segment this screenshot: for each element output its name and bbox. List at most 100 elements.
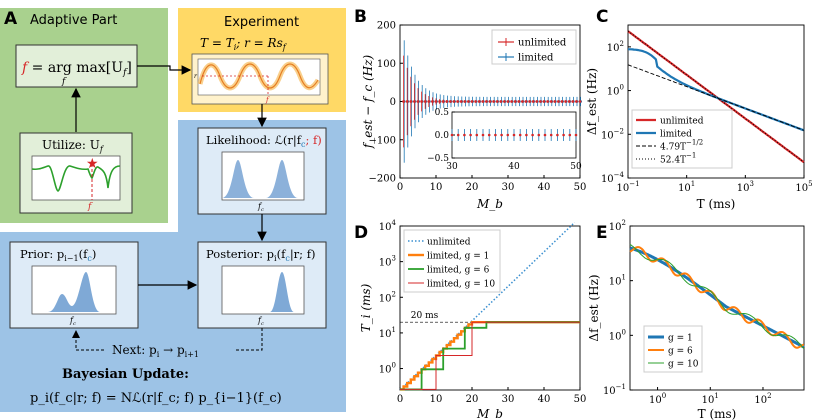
chart-b-point-unlimited <box>528 100 531 103</box>
chart-b-ytick-label: −100 <box>369 135 396 146</box>
chart-c-xtick-label: 105 <box>795 180 812 194</box>
chart-c-xtick-label: 10−1 <box>616 180 639 194</box>
chart-d-line-g10 <box>400 321 580 390</box>
chart-e-xtick-label: 102 <box>754 392 771 406</box>
chart-e-ytick-label: 10−1 <box>603 383 626 397</box>
chart-b-inset-point <box>562 133 565 137</box>
experiment-title: Experiment <box>224 15 299 30</box>
chart-d-frame <box>399 225 581 391</box>
chart-d-ytick-label: 104 <box>379 219 397 233</box>
chart-b-point-unlimited <box>499 100 503 103</box>
experiment-f-axis: f <box>265 96 270 104</box>
chart-b-point-unlimited <box>546 100 549 103</box>
chart-b-xtick-label: 40 <box>538 182 551 193</box>
chart-b-point-unlimited <box>485 100 488 103</box>
chart-b-point-unlimited <box>402 100 405 103</box>
bayes-equation: p_i(f_c|r; f) = Nℒ(r|f_c; f) p_{i−1}(f_c… <box>30 391 282 406</box>
chart-e-frame <box>629 225 805 391</box>
chart-b-inset-point <box>469 133 472 137</box>
chart-e-line-g6 <box>629 246 805 349</box>
chart-b-point-unlimited <box>510 100 513 103</box>
chart-e-xtick-label: 100 <box>649 392 666 406</box>
chart-b-point-unlimited <box>449 100 452 103</box>
chart-b-inset-point <box>549 133 553 137</box>
utility-max-star-icon: ★ <box>86 156 99 172</box>
arrow-argmax-to-experiment <box>137 65 192 75</box>
panel-a: A Adaptive Part f = arg max[Uf] f Utiliz… <box>0 8 346 412</box>
likelihood-curve <box>222 160 298 198</box>
chart-c: 10−1 101 103 105 102 100 10−2 10−4 T (ms) Δf_est … <box>585 24 813 211</box>
chart-c-line-fit-sqrt <box>627 64 805 131</box>
chart-e-xtick-label: 101 <box>702 392 719 406</box>
adaptive-title: Adaptive Part <box>30 13 117 28</box>
panel-d-letter: D <box>354 223 368 243</box>
chart-d-legend-label: limited, g = 1 <box>427 252 489 262</box>
chart-b-inset-point <box>568 133 572 137</box>
chart-b-xtick-label: 30 <box>502 182 515 193</box>
chart-c-legend-label: 52.4T−1 <box>660 152 696 166</box>
chart-d-xtick-label: 40 <box>538 394 551 405</box>
posterior-label: Posterior: pi(fc|r; f) <box>206 247 315 263</box>
chart-b-inset-point <box>537 133 541 137</box>
chart-b-point-unlimited <box>535 100 539 103</box>
chart-c-ytick-label: 10−2 <box>601 127 624 141</box>
chart-d-cap-annotation: 20 ms <box>411 311 439 321</box>
chart-b-point-unlimited <box>420 100 423 103</box>
chart-b-xlabel: M_b <box>476 197 503 211</box>
chart-b-point-unlimited <box>517 100 521 103</box>
chart-b-point-unlimited <box>524 100 528 103</box>
chart-b-ytick-label: 100 <box>377 59 396 70</box>
chart-d-xtick-label: 20 <box>466 394 479 405</box>
chart-b-inset-xtick: 50 <box>570 162 582 172</box>
prior-label: Prior: pi−1(fc) <box>20 247 96 263</box>
chart-b-xtick-label: 10 <box>430 182 443 193</box>
chart-d-legend-label: unlimited <box>427 238 471 248</box>
chart-b-point-unlimited <box>474 100 477 103</box>
chart-b-xtick-label: 20 <box>466 182 479 193</box>
chart-c-frame <box>627 24 805 179</box>
chart-b-legend-label-limited: limited <box>518 53 554 64</box>
chart-b-inset-point <box>463 133 466 137</box>
utilize-label: Utilize: Uf <box>42 138 105 154</box>
chart-b-point-unlimited <box>503 100 506 103</box>
chart-c-ytick-label: 100 <box>607 84 624 98</box>
chart-c-xlabel: T (ms) <box>697 197 736 211</box>
chart-c-legend-label: 4.79T−1/2 <box>660 139 703 153</box>
chart-d-ytick-label: 103 <box>379 255 396 269</box>
chart-d-line-g1 <box>400 321 580 391</box>
chart-b-point-unlimited <box>470 100 474 103</box>
chart-b-inset-ytick: 0.5 <box>435 108 450 118</box>
chart-b-inset-point <box>525 133 528 137</box>
chart-b-inset-point <box>556 133 559 137</box>
chart-b-point-unlimited <box>549 100 553 103</box>
chart-d-xtick-label: 10 <box>430 394 443 405</box>
chart-b-point-unlimited <box>438 100 441 103</box>
chart-b-point-unlimited <box>467 100 470 103</box>
chart-d-xtick-label: 50 <box>574 394 587 405</box>
chart-b-inset-xtick: 40 <box>508 162 520 172</box>
chart-d-xlabel: M_b <box>476 407 503 420</box>
chart-b-point-unlimited <box>513 100 517 103</box>
chart-b-point-unlimited <box>564 100 567 103</box>
chart-d: 0 10 20 30 40 50 104 103 102 101 100 M_b T_i (ms) 20 … <box>359 219 586 420</box>
chart-b-inset-point <box>487 133 491 137</box>
chart-b-inset-point <box>456 133 460 137</box>
chart-c-line-fit-inverse <box>627 30 805 163</box>
posterior-axis: fc <box>257 316 264 327</box>
chart-e-ytick-label: 100 <box>609 328 626 342</box>
chart-e: 100 101 102 102 101 100 10−1 T (ms) Δf_est (Hz) g… <box>587 219 805 420</box>
chart-d-ytick-label: 100 <box>379 362 396 376</box>
chart-b-point-unlimited <box>506 100 510 103</box>
bayes-title: Bayesian Update: <box>62 367 189 382</box>
chart-b-inset-ytick: 0.0 <box>435 131 450 141</box>
utility-curve <box>31 165 121 192</box>
chart-d-ytick-label: 101 <box>379 326 396 340</box>
chart-b-point-unlimited <box>531 100 535 103</box>
chart-b-ytick-label: 200 <box>377 21 396 32</box>
chart-b-point-unlimited <box>409 100 413 103</box>
chart-c-xtick-label: 103 <box>737 180 754 194</box>
chart-b-point-unlimited <box>578 100 582 103</box>
chart-b-point-unlimited <box>445 100 449 103</box>
chart-e-line-g10 <box>629 244 805 350</box>
chart-b-point-unlimited <box>427 100 431 103</box>
